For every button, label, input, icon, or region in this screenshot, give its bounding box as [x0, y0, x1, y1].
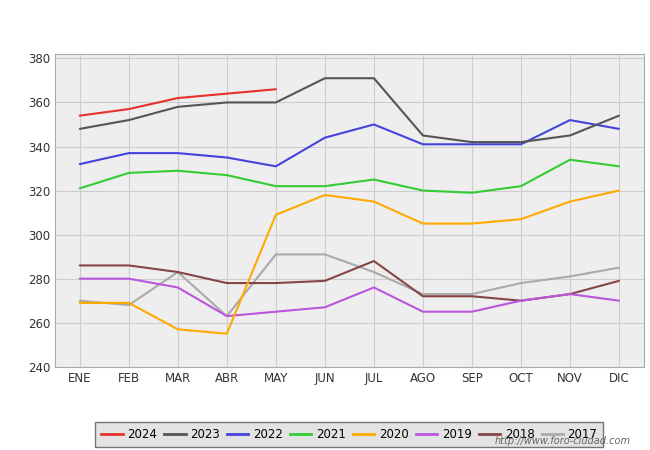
Text: http://www.foro-ciudad.com: http://www.foro-ciudad.com	[495, 436, 630, 446]
Text: Afiliados en Santa Llogaia d’Àlguema a 31/5/2024: Afiliados en Santa Llogaia d’Àlguema a 3…	[92, 14, 558, 34]
Legend: 2024, 2023, 2022, 2021, 2020, 2019, 2018, 2017: 2024, 2023, 2022, 2021, 2020, 2019, 2018…	[96, 422, 603, 447]
